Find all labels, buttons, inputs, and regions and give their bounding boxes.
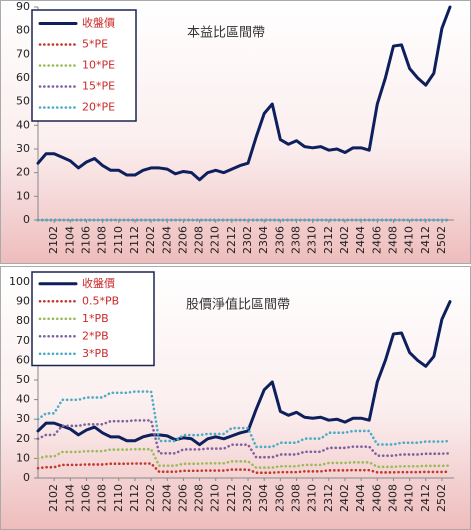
legend-label: 2*PB: [82, 329, 109, 342]
y-tick-label: 70: [16, 334, 30, 347]
x-tick-label: 2410: [403, 226, 416, 254]
legend-label: 1*PB: [82, 312, 109, 325]
x-tick-label: 2406: [370, 226, 383, 254]
y-tick-label: 0: [23, 471, 30, 484]
y-tick-label: 60: [16, 71, 30, 84]
legend-label: 20*PE: [82, 101, 115, 114]
legend-label: 5*PE: [82, 38, 108, 51]
x-tick-label: 2408: [386, 484, 399, 512]
x-tick-label: 2110: [112, 484, 125, 512]
legend-label: 收盤價: [82, 276, 115, 290]
x-tick-label: 2306: [273, 226, 286, 254]
x-tick-label: 2212: [225, 226, 238, 254]
y-tick-label: 50: [16, 95, 30, 108]
x-tick-label: 2204: [160, 484, 173, 512]
x-tick-label: 2312: [322, 484, 335, 512]
x-tick-label: 2110: [112, 226, 125, 254]
chart-title: 本益比區間帶: [187, 26, 265, 41]
x-tick-label: 2206: [176, 226, 189, 254]
legend-label: 收盤價: [82, 16, 115, 30]
x-tick-label: 2104: [63, 226, 76, 254]
legend-label: 10*PE: [82, 59, 115, 72]
y-tick-label: 90: [16, 295, 30, 308]
series-line: [36, 300, 452, 447]
x-tick-label: 2204: [160, 226, 173, 254]
y-tick-label: 0: [23, 213, 30, 226]
x-tick-label: 2310: [306, 484, 319, 512]
x-tick-label: 2302: [241, 226, 254, 254]
x-tick-label: 2102: [47, 484, 60, 512]
x-tick-label: 2106: [79, 226, 92, 254]
x-tick-label: 2212: [225, 484, 238, 512]
y-tick-label: 30: [16, 142, 30, 155]
x-tick-label: 2306: [273, 484, 286, 512]
x-tick-label: 2304: [257, 226, 270, 254]
legend-label: 15*PE: [82, 80, 115, 93]
y-tick-label: 80: [16, 314, 30, 327]
x-tick-label: 2108: [96, 484, 109, 512]
x-tick-label: 2304: [257, 484, 270, 512]
x-tick-label: 2108: [96, 226, 109, 254]
x-tick-label: 2302: [241, 484, 254, 512]
x-tick-label: 2406: [370, 484, 383, 512]
y-tick-label: 10: [16, 451, 30, 464]
y-tick-label: 50: [16, 373, 30, 386]
x-tick-label: 2308: [290, 484, 303, 512]
x-tick-label: 2402: [338, 484, 351, 512]
x-tick-label: 2404: [354, 484, 367, 512]
x-tick-label: 2206: [176, 484, 189, 512]
y-tick-label: 70: [16, 47, 30, 60]
series-line: [36, 419, 452, 459]
x-tick-label: 2210: [209, 484, 222, 512]
x-tick-label: 2412: [419, 226, 432, 254]
y-tick-label: 10: [16, 189, 30, 202]
y-tick-label: 40: [16, 118, 30, 131]
x-tick-label: 2402: [338, 226, 351, 254]
series-line: [36, 5, 452, 182]
x-tick-label: 2202: [144, 226, 157, 254]
x-tick-label: 2112: [128, 484, 141, 512]
chart-title: 股價淨值比區間帶: [186, 297, 290, 313]
y-tick-label: 80: [16, 24, 30, 37]
x-tick-label: 2412: [419, 484, 432, 512]
x-tick-label: 2208: [193, 484, 206, 512]
x-tick-label: 2210: [209, 226, 222, 254]
y-tick-label: 20: [16, 166, 30, 179]
x-tick-label: 2404: [354, 226, 367, 254]
legend-label: 3*PB: [82, 347, 109, 360]
y-tick-label: 30: [16, 412, 30, 425]
x-tick-label: 2202: [144, 484, 157, 512]
series-line: [36, 447, 452, 469]
y-tick-label: 90: [16, 0, 30, 13]
x-tick-label: 2310: [306, 226, 319, 254]
y-tick-label: 100: [9, 275, 30, 288]
x-tick-label: 2312: [322, 226, 335, 254]
x-tick-label: 2208: [193, 226, 206, 254]
x-tick-label: 2308: [290, 226, 303, 254]
y-tick-label: 20: [16, 432, 30, 445]
x-tick-label: 2502: [435, 226, 448, 254]
x-tick-label: 2112: [128, 226, 141, 254]
x-tick-label: 2106: [79, 484, 92, 512]
series-line: [36, 462, 452, 475]
x-tick-label: 2502: [435, 484, 448, 512]
x-tick-label: 2408: [386, 226, 399, 254]
x-tick-label: 2102: [47, 226, 60, 254]
y-tick-label: 60: [16, 353, 30, 366]
legend-label: 0.5*PB: [82, 294, 119, 307]
x-tick-label: 2104: [63, 484, 76, 512]
series-line: [36, 390, 452, 449]
y-tick-label: 40: [16, 393, 30, 406]
x-tick-label: 2410: [403, 484, 416, 512]
